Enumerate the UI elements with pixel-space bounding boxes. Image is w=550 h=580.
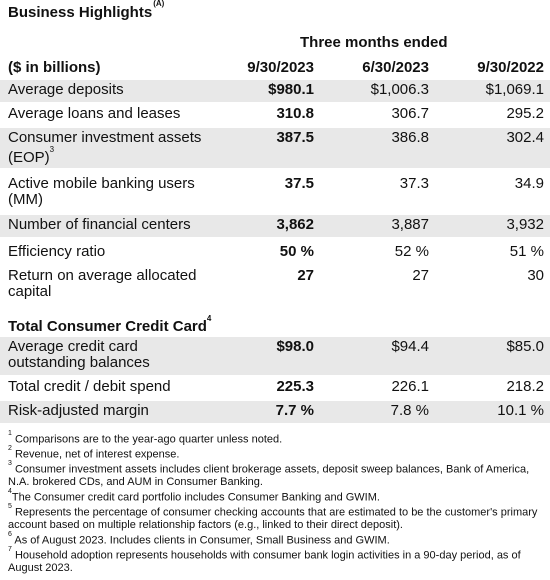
cell-value: $94.4 (391, 338, 429, 355)
cell-value: $1,006.3 (370, 81, 429, 98)
footnote: 1 Comparisons are to the year-ago quarte… (8, 430, 542, 446)
footnote-text: Comparisons are to the year-ago quarter … (14, 433, 283, 446)
row-label: Average loans and leases (8, 105, 181, 122)
footnote-text: Consumer investment assets includes clie… (8, 463, 530, 489)
footnotes: 1 Comparisons are to the year-ago quarte… (8, 430, 542, 575)
section-title-text: Total Consumer Credit Card (8, 318, 207, 335)
cell-value: 306.7 (391, 105, 429, 122)
table-row: Active mobile banking users (MM) 37.5 37… (0, 174, 550, 212)
cell-value: 27 (297, 267, 314, 284)
table-row: Number of financial centers 3,862 3,887 … (0, 215, 550, 237)
units-label: ($ in billions) (8, 59, 101, 76)
footnote-marker: 3 (49, 145, 55, 154)
cell-value: 27 (412, 267, 429, 284)
footnote-text: As of August 2023. Includes clients in C… (14, 534, 390, 547)
row-label: Number of financial centers (8, 216, 191, 233)
footnote: 2 Revenue, net of interest expense. (8, 445, 542, 461)
cell-value: $85.0 (506, 338, 544, 355)
footnote-number: 4 (8, 487, 12, 495)
table-row: Return on average allocated capital 27 2… (0, 266, 550, 304)
cell-value: 37.3 (399, 175, 429, 192)
section-title: Total Consumer Credit Card4 (8, 314, 212, 335)
cell-value: 52 % (394, 243, 429, 260)
footnote-number: 6 (8, 530, 12, 538)
cell-value: 386.8 (391, 129, 429, 146)
table-row: Consumer investment assets (EOP)3 387.5 … (0, 128, 550, 168)
cell-value: 51 % (509, 243, 544, 260)
footnote-text: The Consumer credit card portfolio inclu… (11, 491, 380, 504)
footnote: 5 Represents the percentage of consumer … (8, 503, 542, 532)
footnote: 4The Consumer credit card portfolio incl… (8, 487, 542, 504)
row-label: Total credit / debit spend (8, 378, 171, 395)
row-label: Consumer investment assets (EOP)3 (8, 130, 223, 166)
column-header-2: 6/30/2023 (362, 59, 429, 76)
footnote-number: 2 (8, 445, 12, 453)
footnote-number: 7 (8, 545, 12, 553)
cell-value: 3,862 (276, 216, 314, 233)
cell-value: 218.2 (506, 378, 544, 395)
cell-value: 7.7 % (275, 402, 314, 419)
title-text: Business Highlights (8, 4, 153, 21)
cell-value: 10.1 % (497, 402, 544, 419)
table-row: Average credit card outstanding balances… (0, 337, 550, 375)
row-label-text: Consumer investment assets (EOP) (8, 129, 202, 166)
table-row: Risk-adjusted margin 7.7 % 7.8 % 10.1 % (0, 401, 550, 423)
cell-value: 310.8 (276, 105, 314, 122)
footnote: 3 Consumer investment assets includes cl… (8, 460, 542, 489)
cell-value: 225.3 (276, 378, 314, 395)
cell-value: 37.5 (284, 175, 314, 192)
footnote-number: 1 (8, 430, 12, 437)
footnote-text: Revenue, net of interest expense. (14, 448, 180, 461)
period-header: Three months ended (300, 34, 448, 51)
row-label: Risk-adjusted margin (8, 402, 149, 419)
cell-value: 3,887 (391, 216, 429, 233)
title-footnote-marker: (A) (153, 0, 165, 8)
row-label: Return on average allocated capital (8, 267, 197, 300)
cell-value: 387.5 (276, 129, 314, 146)
table-row: Average loans and leases 310.8 306.7 295… (0, 104, 550, 126)
cell-value: $98.0 (276, 338, 314, 355)
column-header-1: 9/30/2023 (247, 59, 314, 76)
cell-value: 295.2 (506, 105, 544, 122)
page-title: Business Highlights(A) (8, 0, 164, 21)
footnote-marker: 4 (206, 314, 212, 323)
row-label: Efficiency ratio (8, 243, 106, 260)
footnote-number: 3 (8, 460, 12, 468)
cell-value: 30 (527, 267, 544, 284)
cell-value: $980.1 (268, 81, 314, 98)
row-label: Average deposits (8, 81, 124, 98)
footnote: 7 Household adoption represents househol… (8, 545, 542, 575)
row-label: Active mobile banking users (MM) (8, 175, 195, 208)
table-row: Average deposits $980.1 $1,006.3 $1,069.… (0, 80, 550, 102)
cell-value: $1,069.1 (485, 81, 544, 98)
row-label: Average credit card outstanding balances (8, 338, 150, 371)
table-row: Efficiency ratio 50 % 52 % 51 % (0, 242, 550, 264)
cell-value: 50 % (279, 243, 314, 260)
cell-value: 34.9 (514, 175, 544, 192)
footnote-text: Represents the percentage of consumer ch… (8, 506, 538, 532)
cell-value: 226.1 (391, 378, 429, 395)
column-header-3: 9/30/2022 (477, 59, 544, 76)
footnote: 6 As of August 2023. Includes clients in… (8, 530, 542, 547)
footnote-text: Household adoption represents households… (8, 549, 521, 575)
table-row: Total credit / debit spend 225.3 226.1 2… (0, 377, 550, 399)
footnote-number: 5 (8, 503, 12, 511)
cell-value: 3,932 (506, 216, 544, 233)
section-header: Total Consumer Credit Card4 (0, 313, 550, 335)
cell-value: 7.8 % (390, 402, 429, 419)
cell-value: 302.4 (506, 129, 544, 146)
